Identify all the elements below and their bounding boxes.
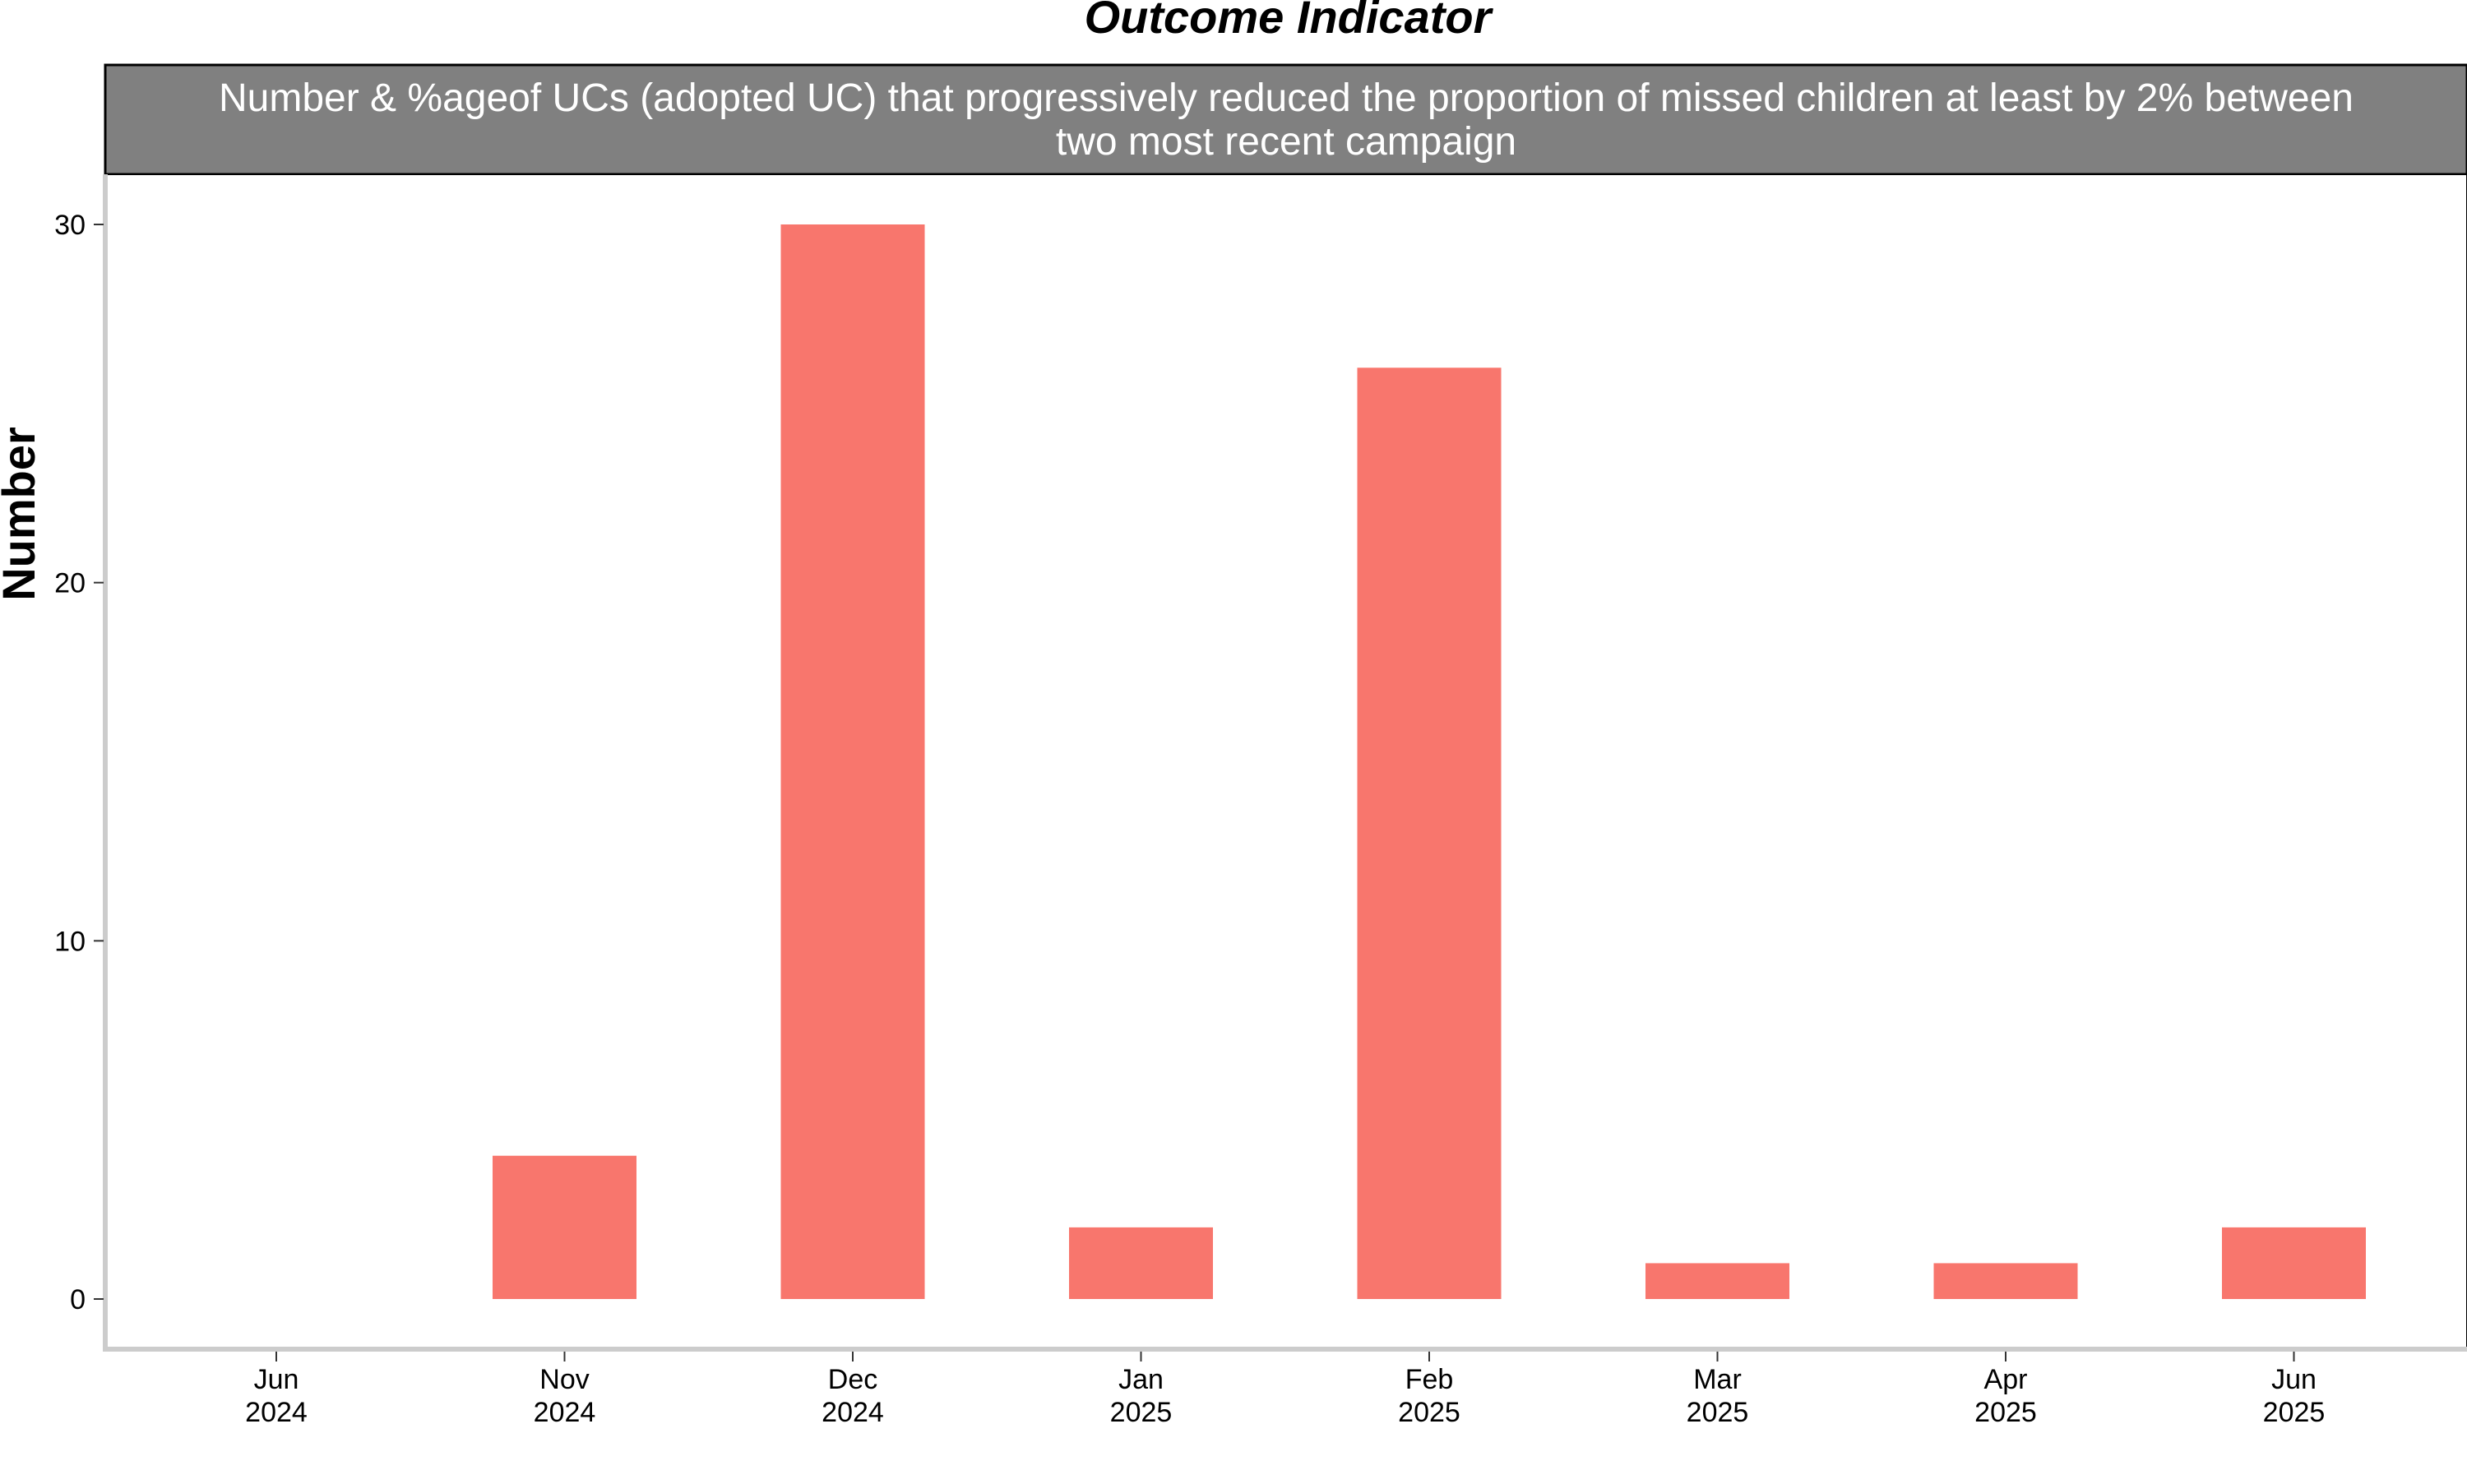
bar-dec-2024 bbox=[780, 224, 925, 1300]
x-tick-label-month: Apr bbox=[1984, 1364, 2028, 1395]
y-tick-label: 20 bbox=[54, 568, 86, 599]
x-tick-label-year: 2025 bbox=[1110, 1397, 1173, 1428]
y-tick-label: 10 bbox=[54, 926, 86, 957]
bar-jan-2025 bbox=[1069, 1227, 1213, 1300]
x-tick-label-month: Mar bbox=[1693, 1364, 1742, 1395]
y-ticks: 0 10 20 30 bbox=[54, 210, 104, 1315]
bar-jun-2025 bbox=[2222, 1227, 2366, 1300]
y-tick-label: 0 bbox=[70, 1284, 86, 1315]
y-axis-label: Number bbox=[0, 427, 44, 601]
x-tick-label-year: 2025 bbox=[1398, 1397, 1460, 1428]
bar-apr-2025 bbox=[1933, 1263, 2078, 1300]
bar-feb-2025 bbox=[1357, 368, 1502, 1300]
subtitle-line-2: two most recent campaign bbox=[1056, 120, 1516, 164]
bar-mar-2025 bbox=[1645, 1263, 1789, 1300]
x-tick-label-year: 2025 bbox=[2263, 1397, 2326, 1428]
subtitle-strip bbox=[104, 63, 2467, 176]
chart-title: Outcome Indicator bbox=[1085, 0, 1494, 43]
x-ticks: Jun2024Nov2024Dec2024Jan2025Feb2025Mar20… bbox=[245, 1352, 2325, 1428]
x-tick-label-year: 2025 bbox=[1974, 1397, 2037, 1428]
x-tick-label-year: 2025 bbox=[1687, 1397, 1749, 1428]
x-tick-label-year: 2024 bbox=[534, 1397, 596, 1428]
subtitle-line-1: Number & %ageof UCs (adopted UC) that pr… bbox=[219, 76, 2354, 120]
x-tick-label-month: Feb bbox=[1405, 1364, 1454, 1395]
y-tick-label: 30 bbox=[54, 210, 86, 241]
x-tick-label-year: 2024 bbox=[245, 1397, 308, 1428]
x-tick-label-month: Jun bbox=[2271, 1364, 2317, 1395]
x-tick-label-month: Nov bbox=[539, 1364, 589, 1395]
x-tick-label-month: Jun bbox=[254, 1364, 299, 1395]
x-tick-label-year: 2024 bbox=[822, 1397, 884, 1428]
bar-nov-2024 bbox=[493, 1155, 636, 1300]
x-tick-label-month: Jan bbox=[1118, 1364, 1164, 1395]
plot-panel bbox=[104, 173, 2467, 1348]
x-tick-label-month: Dec bbox=[828, 1364, 877, 1395]
bars-layer bbox=[493, 224, 2366, 1300]
